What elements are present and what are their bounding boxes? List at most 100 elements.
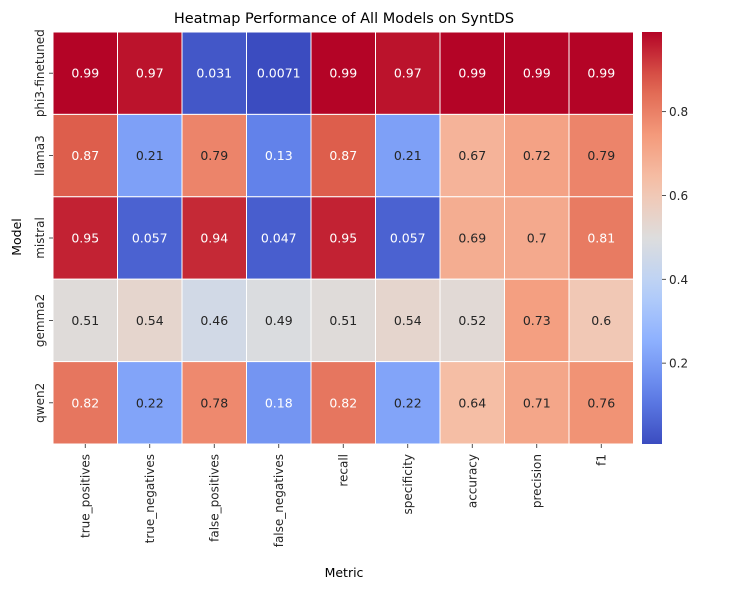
cell-value-label: 0.99 — [587, 66, 615, 81]
y-axis-ticks: phi3-finetuned llama3 mistral gemma2 qwen2 — [33, 29, 53, 423]
x-axis-label: Metric — [325, 565, 364, 580]
cell-value-label: 0.69 — [458, 231, 486, 246]
x-tick-label: false_positives — [207, 454, 221, 542]
cell-value-label: 0.67 — [458, 148, 486, 163]
cell-value-label: 0.18 — [265, 395, 293, 410]
cell-value-label: 0.87 — [71, 148, 99, 163]
heatmap-cell — [439, 196, 505, 280]
cell-value-label: 0.79 — [587, 148, 615, 163]
x-tick-label: recall — [336, 454, 350, 487]
heatmap-cell — [52, 361, 118, 445]
heatmap-cell — [246, 31, 312, 115]
colorbar-gradient — [642, 32, 662, 444]
heatmap-cell — [504, 113, 570, 198]
cell-value-label: 0.64 — [458, 395, 486, 410]
cell-value-label: 0.72 — [523, 148, 551, 163]
cell-value-label: 0.0071 — [257, 66, 301, 81]
cell-value-label: 0.97 — [136, 66, 164, 81]
cell-value-label: 0.21 — [136, 148, 164, 163]
heatmap-cell — [375, 361, 441, 445]
heatmap-cell — [246, 196, 312, 280]
cell-value-label: 0.13 — [265, 148, 293, 163]
heatmap-cell — [246, 278, 312, 363]
colorbar-tick-label: 0.6 — [669, 189, 688, 203]
y-tick-label: mistral — [33, 217, 47, 259]
heatmap-cell — [117, 278, 183, 363]
heatmap-cell — [568, 196, 634, 280]
cell-value-label: 0.78 — [200, 395, 228, 410]
cell-value-label: 0.95 — [71, 231, 99, 246]
colorbar-tick-label: 0.2 — [669, 357, 688, 371]
cell-value-label: 0.73 — [523, 313, 551, 328]
x-axis-ticks: true_positives true_negatives false_positi… — [78, 444, 608, 547]
cell-value-label: 0.81 — [587, 231, 615, 246]
heatmap-cell — [52, 113, 118, 198]
cell-value-label: 0.6 — [591, 313, 611, 328]
heatmap-cell — [181, 196, 247, 280]
chart-title: Heatmap Performance of All Models on Syn… — [174, 11, 514, 27]
heatmap-cell — [117, 31, 183, 115]
y-tick-label: qwen2 — [33, 383, 47, 423]
heatmap-cell — [439, 361, 505, 445]
y-tick-label: llama3 — [33, 135, 47, 176]
cell-value-label: 0.99 — [329, 66, 357, 81]
heatmap-cell — [310, 113, 376, 198]
cell-value-label: 0.52 — [458, 313, 486, 328]
x-tick-label: true_negatives — [143, 454, 157, 543]
heatmap-cell — [181, 361, 247, 445]
cell-value-label: 0.047 — [261, 231, 297, 246]
colorbar-tick-label: 0.8 — [669, 105, 688, 119]
heatmap-cell — [52, 31, 118, 115]
cell-value-label: 0.057 — [132, 231, 168, 246]
cell-value-label: 0.99 — [71, 66, 99, 81]
x-tick-label: accuracy — [465, 454, 479, 508]
heatmap-cell — [246, 361, 312, 445]
heatmap-cell — [117, 361, 183, 445]
cell-value-label: 0.79 — [200, 148, 228, 163]
x-tick-label: false_negatives — [272, 454, 286, 547]
y-axis-label: Model — [9, 218, 24, 256]
cell-value-label: 0.99 — [458, 66, 486, 81]
x-tick-label: specificity — [401, 454, 415, 514]
heatmap-cell — [504, 278, 570, 363]
cell-value-label: 0.71 — [523, 395, 551, 410]
cell-value-label: 0.46 — [200, 313, 228, 328]
cell-value-label: 0.21 — [394, 148, 422, 163]
colorbar: 0.2 0.4 0.6 0.8 — [642, 32, 688, 444]
heatmap-cell — [181, 31, 247, 115]
cell-value-label: 0.87 — [329, 148, 357, 163]
heatmap-cell — [568, 113, 634, 198]
cell-value-label: 0.99 — [523, 66, 551, 81]
heatmap-cell — [504, 31, 570, 115]
cell-value-label: 0.22 — [136, 395, 164, 410]
heatmap-cell — [52, 196, 118, 280]
heatmap-cell — [310, 196, 376, 280]
cell-value-label: 0.82 — [329, 395, 357, 410]
heatmap-cell — [439, 113, 505, 198]
x-tick-label: precision — [530, 454, 544, 508]
y-tick-label: gemma2 — [33, 294, 47, 347]
cell-value-label: 0.031 — [196, 66, 232, 81]
heatmap-cell — [181, 113, 247, 198]
heatmap-cell — [568, 278, 634, 363]
heatmap-cell — [52, 278, 118, 363]
cell-value-label: 0.057 — [390, 231, 426, 246]
heatmap-cells: 0.99 0.97 0.031 0.0071 0.99 0.97 0.99 0.99 0.99 0… — [52, 31, 634, 445]
cell-value-label: 0.76 — [587, 395, 615, 410]
x-tick-label: f1 — [594, 454, 608, 466]
heatmap-cell — [117, 196, 183, 280]
cell-value-label: 0.7 — [527, 231, 547, 246]
colorbar-tick-label: 0.4 — [669, 273, 688, 287]
cell-value-label: 0.94 — [200, 231, 228, 246]
cell-value-label: 0.51 — [329, 313, 357, 328]
cell-value-label: 0.97 — [394, 66, 422, 81]
cell-value-label: 0.51 — [71, 313, 99, 328]
cell-value-label: 0.82 — [71, 395, 99, 410]
cell-value-label: 0.49 — [265, 313, 293, 328]
x-tick-label: true_positives — [78, 454, 92, 538]
cell-value-label: 0.54 — [136, 313, 164, 328]
cell-value-label: 0.95 — [329, 231, 357, 246]
heatmap-cell — [375, 31, 441, 115]
heatmap-cell — [568, 361, 634, 445]
